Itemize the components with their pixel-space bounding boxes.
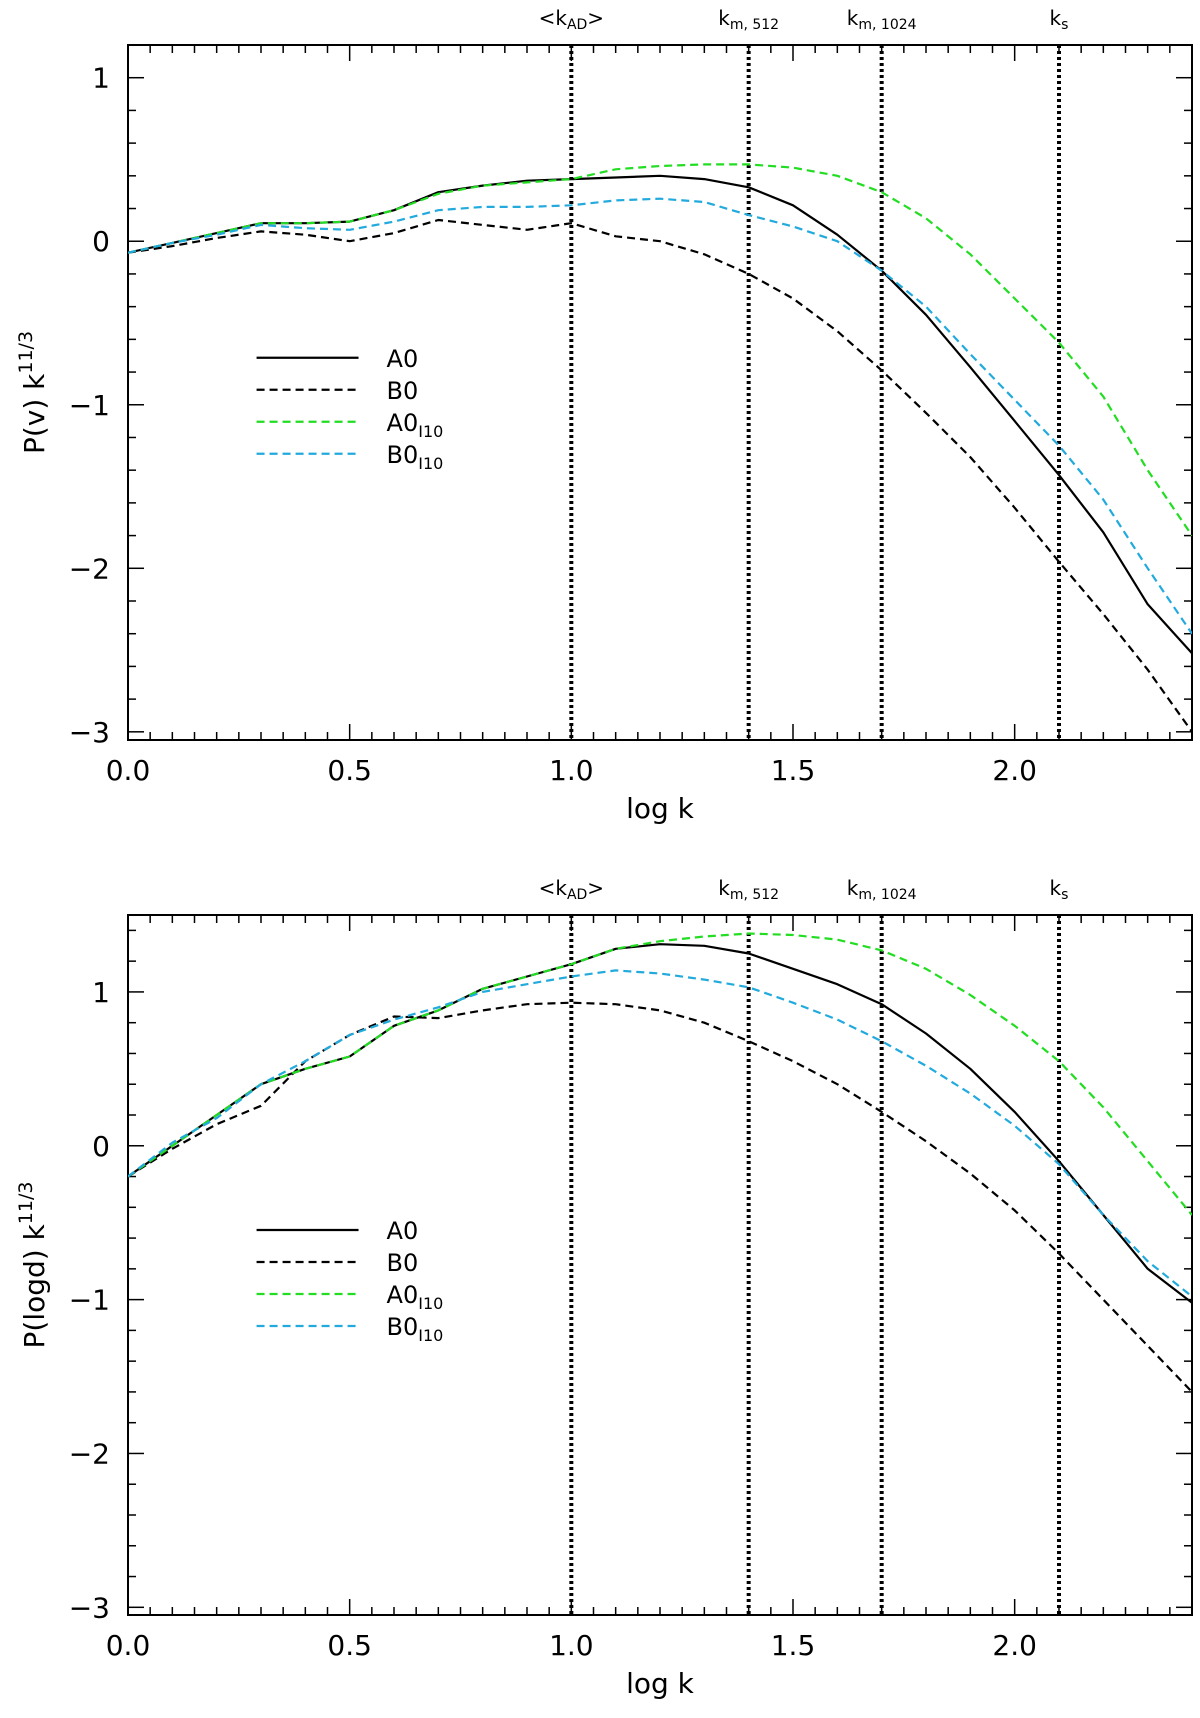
series-line-b0-i10 (128, 969, 1192, 1298)
marker-label: <kAD> (539, 876, 604, 903)
marker-label: km, 512 (718, 6, 779, 33)
marker-label-tail: > (587, 876, 604, 900)
x-tick-label: 0.0 (106, 754, 151, 787)
legend-label-name: A0 (387, 409, 419, 437)
x-axis-label: log k (626, 1667, 695, 1700)
x-tick-label: 2.0 (992, 1629, 1037, 1662)
x-axis-label: log k (626, 792, 695, 825)
marker-label-base: k (718, 876, 730, 900)
marker-label: km, 1024 (847, 876, 917, 903)
legend-label-name: B0 (387, 1249, 419, 1277)
x-tick-label: 0.0 (106, 1629, 151, 1662)
marker-label-base: k (1050, 876, 1062, 900)
y-tick-label: 0 (92, 225, 110, 258)
marker-label: km, 512 (718, 876, 779, 903)
x-tick-label: 0.5 (327, 1629, 372, 1662)
y-tick-label: −1 (69, 389, 110, 422)
legend-label-sub: I10 (418, 454, 443, 473)
y-tick-label: −1 (69, 1284, 110, 1317)
y-axis-label-exponent: 11/3 (15, 1182, 37, 1225)
marker-label-base: k (847, 6, 859, 30)
chart-2: 0.0 0.5 1.0 1.5 2.0 −3 −2 −1 0 1 log k P(logd) k11/… (15, 876, 1193, 1700)
marker-label-base: <k (539, 876, 568, 900)
marker-label-base: k (847, 876, 859, 900)
x-tick-label: 2.0 (992, 754, 1037, 787)
x-tick-label: 1.0 (549, 1629, 594, 1662)
y-tick-label: −3 (69, 1591, 110, 1624)
legend-label-sub: I10 (418, 422, 443, 441)
plot-frame (127, 914, 1193, 1616)
marker-label-sub: m, 512 (730, 17, 779, 33)
legend-label: A0 (387, 1217, 419, 1245)
marker-label-sub: AD (567, 887, 587, 903)
legend-label-name: B0 (387, 441, 419, 469)
series-line-a0 (128, 174, 1192, 655)
legend-label-name: A0 (387, 345, 419, 373)
marker-label-base: k (1050, 6, 1062, 30)
marker-label: km, 1024 (847, 6, 917, 33)
legend-label: B0I10 (387, 1313, 444, 1345)
legend-label: B0 (387, 377, 419, 405)
y-axis-label-base: P(logd) k (18, 1223, 51, 1348)
y-tick-label: −3 (69, 716, 110, 749)
marker-label-sub: m, 1024 (858, 17, 916, 33)
marker-label-sub: m, 512 (730, 887, 779, 903)
series-line-b0-i10 (128, 197, 1192, 635)
legend-label: B0I10 (387, 441, 444, 473)
series-line-a0 (128, 943, 1192, 1304)
y-axis-label: P(logd) k11/3 (15, 1182, 51, 1349)
series-line-b0 (128, 218, 1192, 733)
x-tick-label: 0.5 (327, 754, 372, 787)
marker-label-sub: m, 1024 (858, 887, 916, 903)
marker-label-base: <k (539, 6, 568, 30)
y-tick-label: 0 (92, 1130, 110, 1163)
marker-label-sub: s (1061, 17, 1068, 33)
legend-label-sub: I10 (418, 1294, 443, 1313)
legend-label: A0 (387, 345, 419, 373)
chart-1: 0.0 0.5 1.0 1.5 2.0 −3 −2 −1 0 1 log k P(v) k11/3 <k… (15, 6, 1193, 825)
y-axis-label-base: P(v) k (18, 373, 51, 454)
y-axis-label: P(v) k11/3 (15, 331, 51, 454)
series-line-a0-i10 (128, 932, 1192, 1216)
legend-label-name: B0 (387, 377, 419, 405)
series-line-b0 (128, 1001, 1192, 1393)
legend-label: A0I10 (387, 1281, 444, 1313)
legend-label-name: B0 (387, 1313, 419, 1341)
marker-label-base: k (718, 6, 730, 30)
legend-label-name: A0 (387, 1217, 419, 1245)
legend-label: A0I10 (387, 409, 444, 441)
marker-label: <kAD> (539, 6, 604, 33)
y-tick-label: 1 (92, 976, 110, 1009)
marker-label: ks (1050, 6, 1069, 33)
series-line-a0-i10 (128, 163, 1192, 537)
y-tick-label: 1 (92, 62, 110, 95)
x-tick-label: 1.5 (771, 754, 816, 787)
marker-label: ks (1050, 876, 1069, 903)
marker-label-sub: AD (567, 17, 587, 33)
marker-label-tail: > (587, 6, 604, 30)
plot-frame (127, 44, 1193, 741)
legend-label-sub: I10 (418, 1326, 443, 1345)
marker-label-sub: s (1061, 887, 1068, 903)
y-tick-label: −2 (69, 552, 110, 585)
x-tick-label: 1.5 (771, 1629, 816, 1662)
y-axis-label-exponent: 11/3 (15, 331, 37, 374)
legend-label-name: A0 (387, 1281, 419, 1309)
y-tick-label: −2 (69, 1437, 110, 1470)
legend-label: B0 (387, 1249, 419, 1277)
x-tick-label: 1.0 (549, 754, 594, 787)
